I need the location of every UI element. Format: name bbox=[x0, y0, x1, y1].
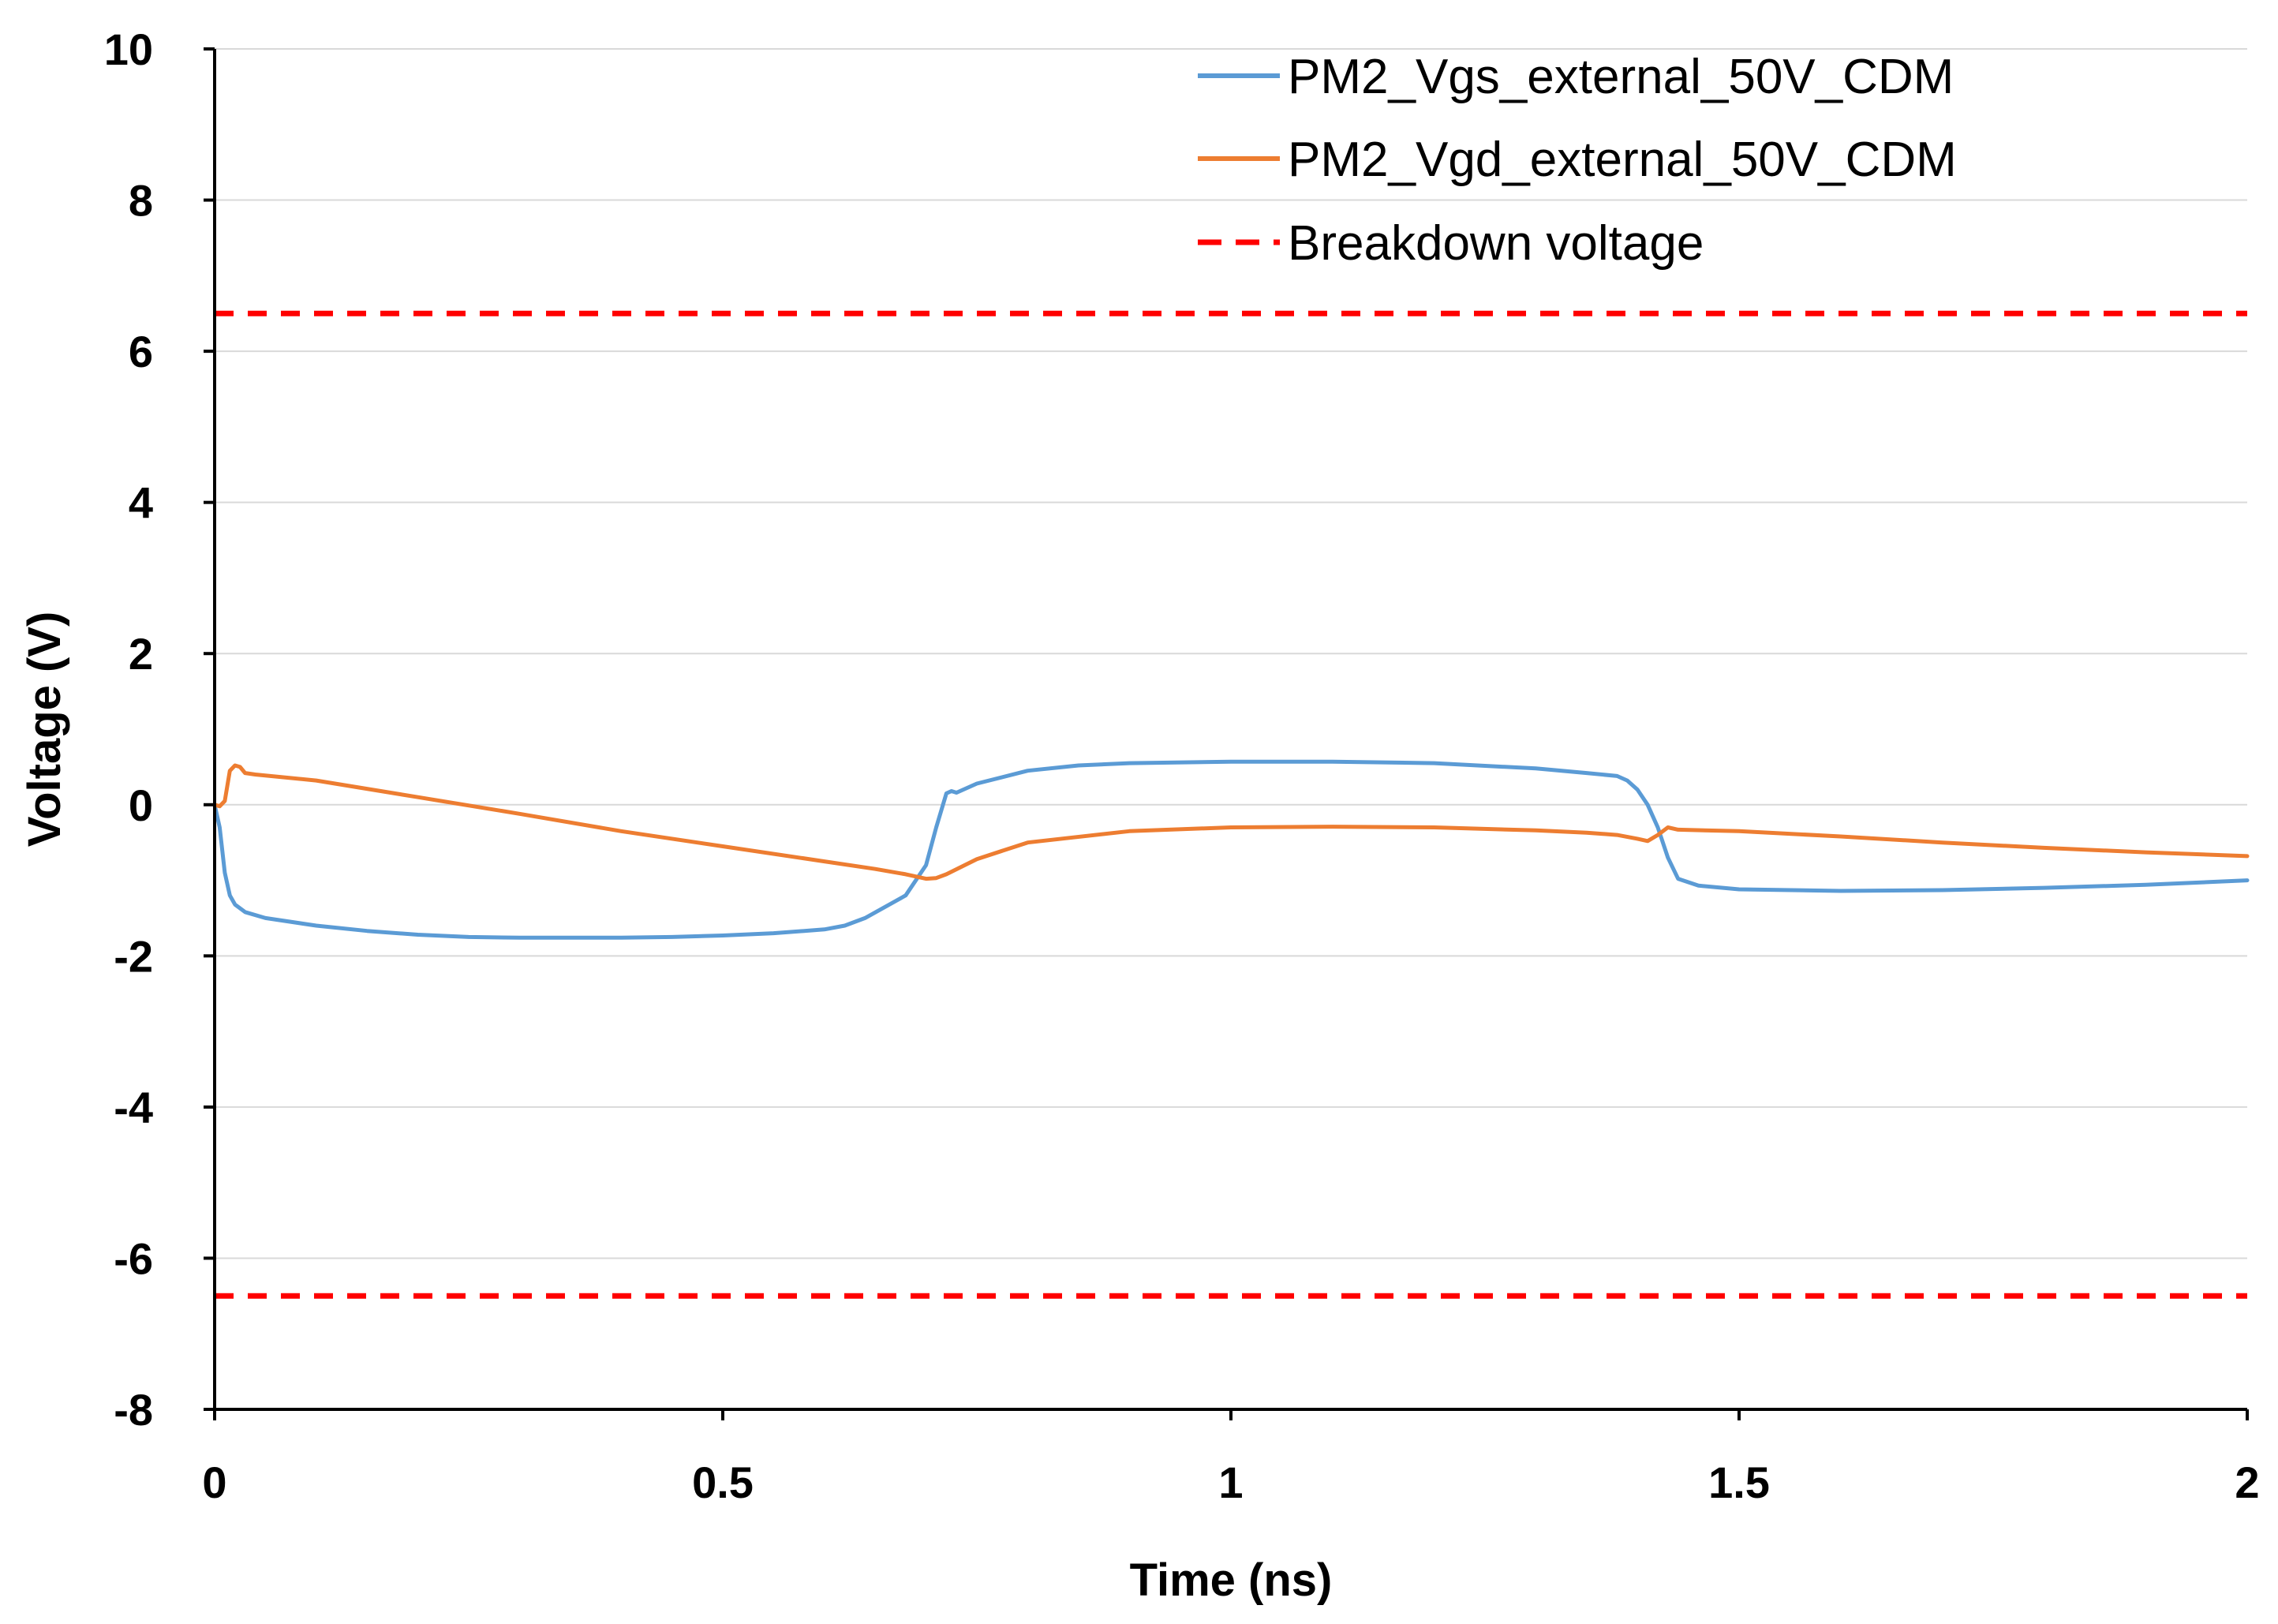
y-tick-label-9: 10 bbox=[104, 24, 153, 74]
gridlines bbox=[215, 48, 2247, 1259]
x-axis-label: Time (ns) bbox=[1130, 1555, 1333, 1606]
y-tick-label-4: 0 bbox=[129, 780, 153, 830]
y-tick-label-6: 4 bbox=[129, 478, 153, 528]
y-tick-label-3: -2 bbox=[114, 931, 153, 981]
legend-label-vgs: PM2_Vgs_external_50V_CDM bbox=[1288, 50, 1954, 104]
x-tick-label-4: 2 bbox=[2235, 1457, 2259, 1507]
legend-item-vgs: PM2_Vgs_external_50V_CDM bbox=[1198, 50, 1954, 104]
series-line-1 bbox=[212, 763, 2250, 881]
y-axis-label: Voltage (V) bbox=[19, 612, 70, 848]
axes bbox=[213, 49, 2247, 1411]
x-tick-label-2: 1 bbox=[1218, 1457, 1243, 1507]
y-tick-label-1: -6 bbox=[114, 1233, 153, 1283]
series-layer bbox=[212, 310, 2250, 1299]
ticks: -8 -6 -4 -2 0 2 4 6 8 10 0 0.5 1 1.5 2 bbox=[104, 24, 2260, 1507]
y-tick-label-0: -8 bbox=[114, 1385, 153, 1435]
x-tick-label-3: 1.5 bbox=[1708, 1457, 1770, 1507]
legend-item-vgd: PM2_Vgd_external_50V_CDM bbox=[1198, 133, 1957, 187]
legend-label-breakdown: Breakdown voltage bbox=[1288, 216, 1704, 271]
legend-label-vgd: PM2_Vgd_external_50V_CDM bbox=[1288, 133, 1957, 187]
legend: PM2_Vgs_external_50V_CDM PM2_Vgd_externa… bbox=[1198, 50, 1957, 271]
y-tick-label-5: 2 bbox=[129, 629, 153, 679]
y-tick-label-7: 6 bbox=[129, 327, 153, 376]
x-tick-label-1: 0.5 bbox=[692, 1457, 754, 1507]
y-tick-label-2: -4 bbox=[114, 1083, 153, 1132]
series-line-0 bbox=[212, 759, 2250, 940]
y-tick-label-8: 8 bbox=[129, 176, 153, 226]
legend-item-breakdown: Breakdown voltage bbox=[1198, 216, 1704, 271]
x-tick-label-0: 0 bbox=[202, 1457, 226, 1507]
